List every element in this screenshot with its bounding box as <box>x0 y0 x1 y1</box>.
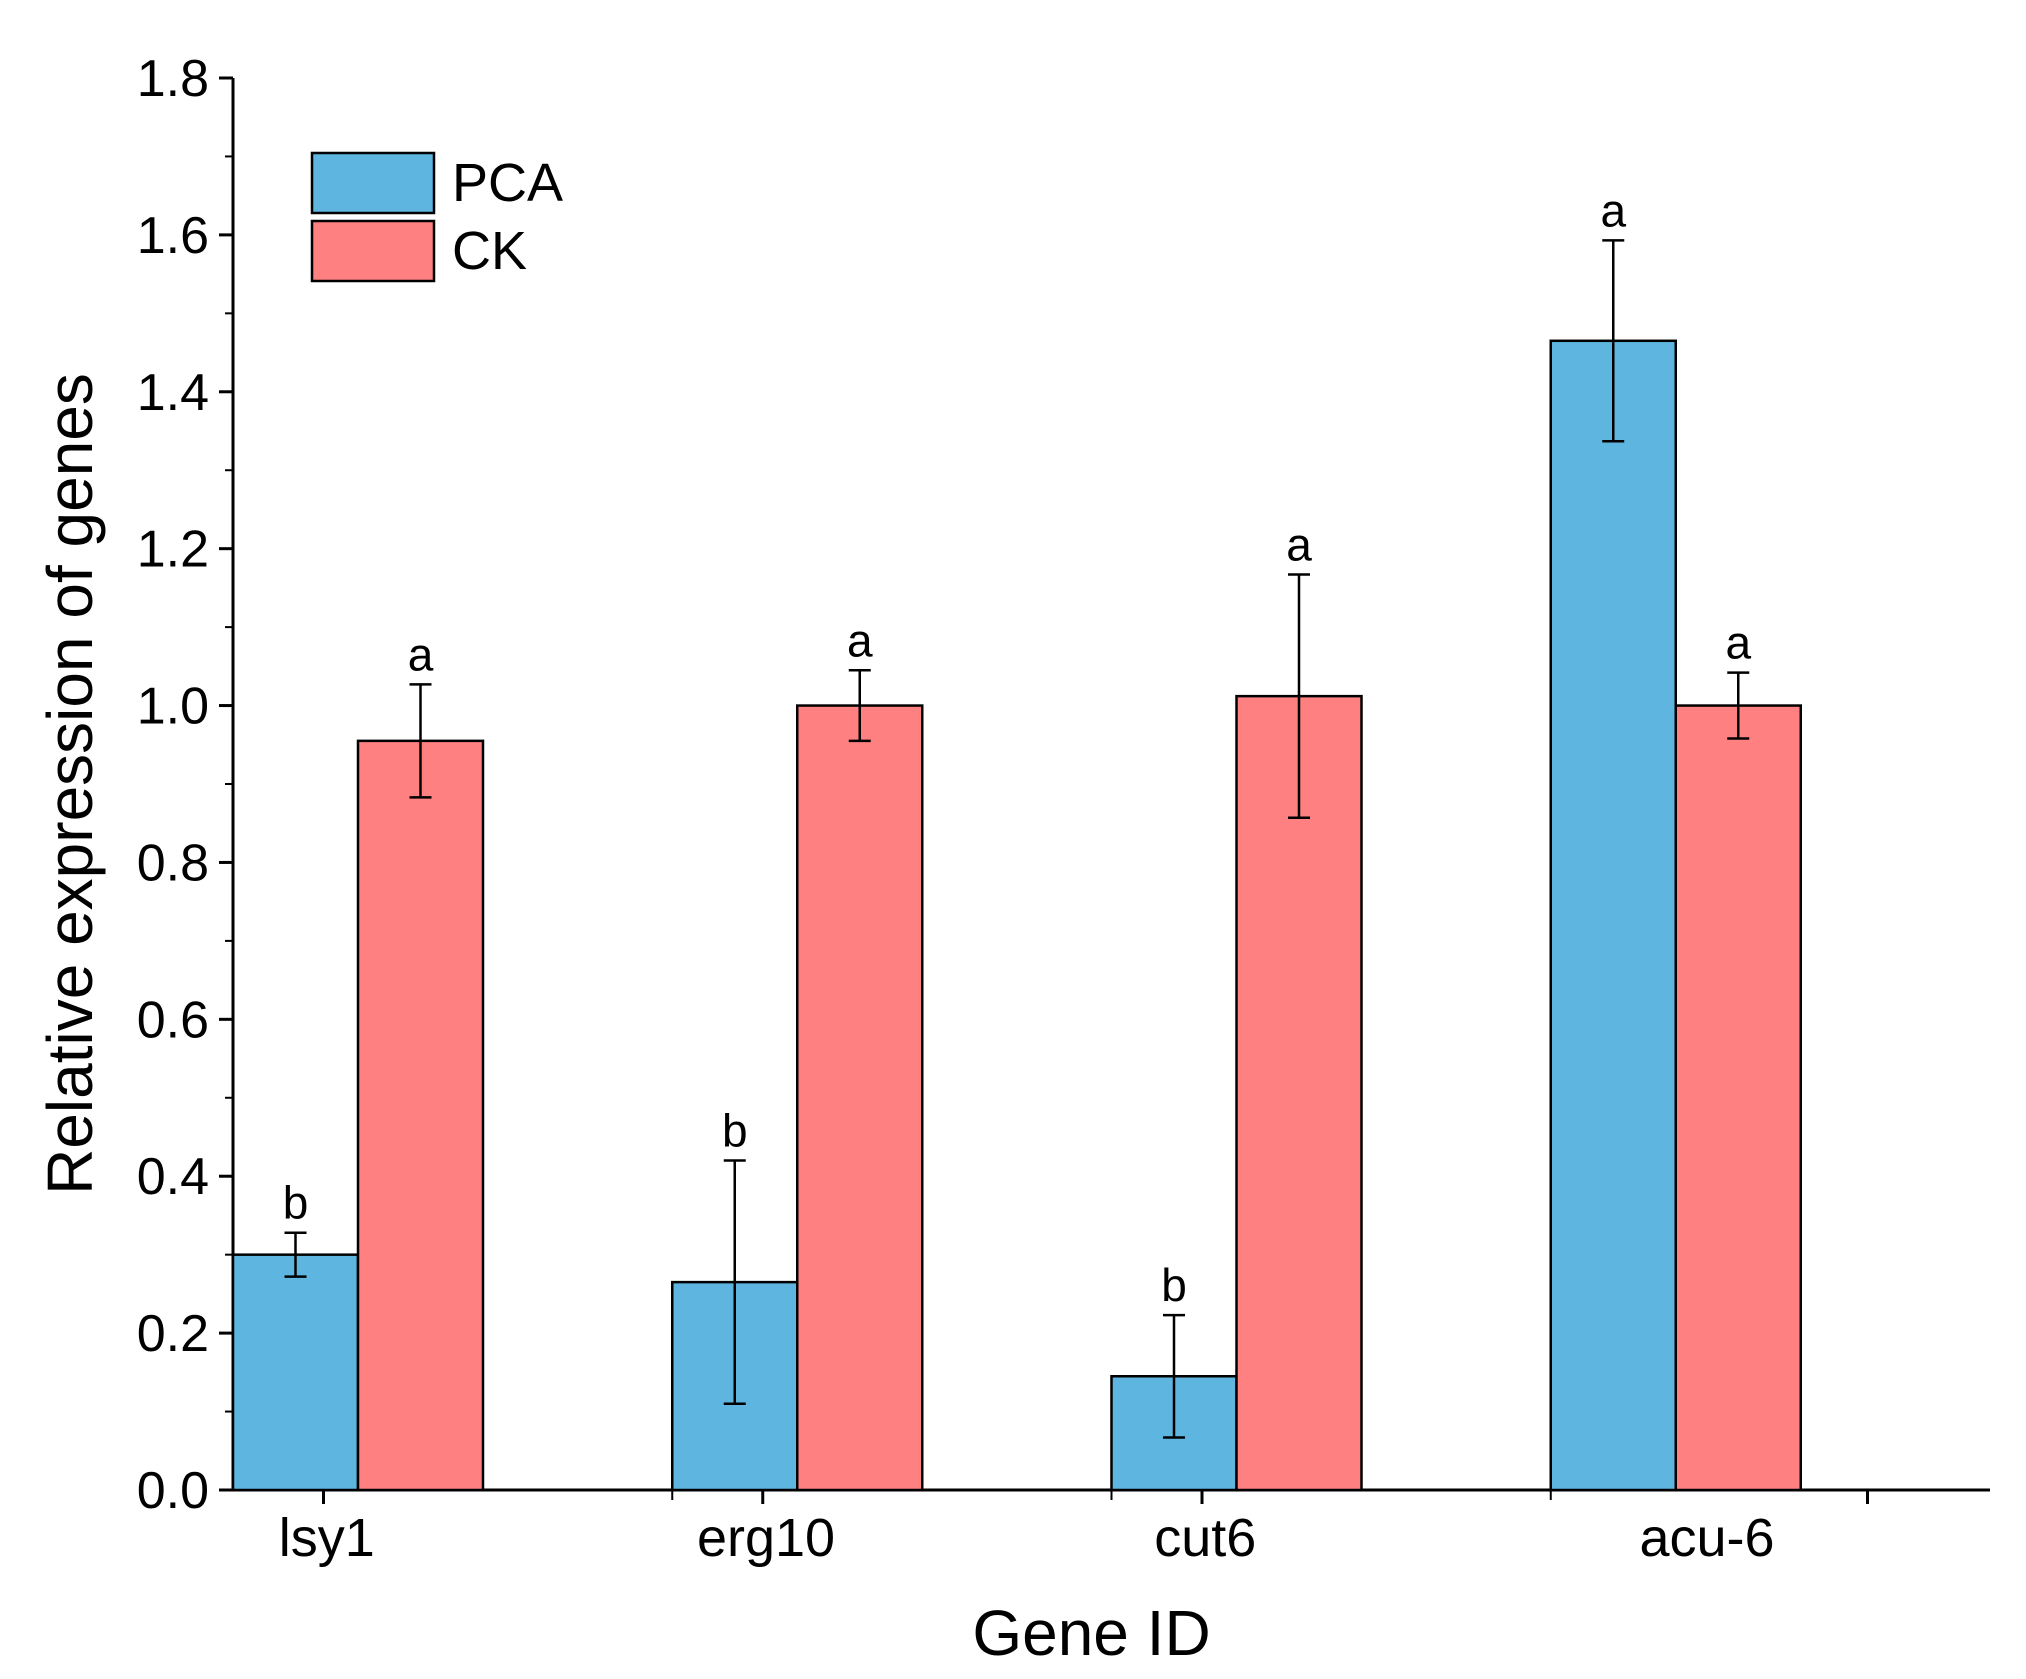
y-tick-label: 0.0 <box>137 1462 209 1520</box>
y-tick-label: 0.4 <box>137 1148 209 1206</box>
bar <box>1235 694 1363 1492</box>
x-tick-label: lsy1 <box>279 1508 375 1568</box>
x-tick-label: acu-6 <box>1639 1508 1774 1568</box>
y-tick-label: 0.6 <box>137 991 209 1049</box>
x-axis-title: Gene ID <box>972 1597 1210 1669</box>
x-tick-label: cut6 <box>1154 1508 1256 1568</box>
y-tick-label: 1.8 <box>137 50 209 108</box>
y-tick-label: 1.6 <box>137 207 209 265</box>
bar <box>231 1253 360 1492</box>
legend-label: PCA <box>452 153 563 213</box>
significance-label: b <box>722 1105 748 1157</box>
axes: 0.0 0.2 0.4 0.6 0.8 1.0 1.2 1.4 1.6 1.8 lsy1 erg10 c… <box>137 50 1990 1568</box>
y-tick-label: 0.2 <box>137 1305 209 1363</box>
significance-label: a <box>408 628 434 680</box>
y-tick-label: 1.0 <box>137 678 209 736</box>
error-bars <box>284 239 1750 1439</box>
significance-label: a <box>1725 617 1751 669</box>
bar <box>1674 704 1802 1492</box>
significance-label: a <box>1286 519 1312 571</box>
bar <box>1549 339 1677 1492</box>
y-tick-label: 0.8 <box>137 834 209 892</box>
y-axis-title: Relative expression of genes <box>34 373 106 1195</box>
legend-label: CK <box>452 221 527 281</box>
y-tick-label: 1.4 <box>137 364 209 422</box>
legend-swatch <box>310 219 436 283</box>
legend-swatch <box>310 151 436 215</box>
legend: PCA CK <box>310 151 563 283</box>
significance-label: a <box>1600 184 1626 236</box>
significance-label: b <box>1161 1259 1187 1311</box>
bar <box>796 704 924 1492</box>
significance-label: a <box>847 614 873 666</box>
bars <box>231 339 1802 1492</box>
y-tick-label: 1.2 <box>137 521 209 579</box>
bar <box>356 739 485 1492</box>
x-tick-label: erg10 <box>697 1508 835 1568</box>
significance-label: b <box>283 1177 309 1229</box>
significance-labels: b a b a b a a a <box>283 184 1752 1311</box>
